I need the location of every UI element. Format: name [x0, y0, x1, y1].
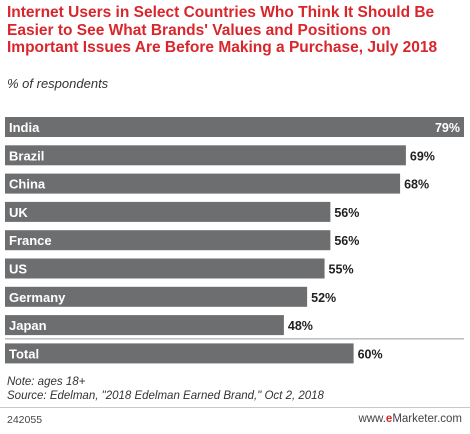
value-label-japan: 48%	[288, 319, 313, 333]
value-label-us: 55%	[329, 263, 354, 277]
bar-germany	[5, 286, 308, 307]
category-label-japan: Japan	[9, 318, 47, 333]
bar-uk	[5, 201, 331, 222]
value-label-france: 56%	[334, 234, 359, 248]
value-label-germany: 52%	[311, 291, 336, 305]
bar-brazil	[5, 145, 406, 166]
footer-divider	[0, 407, 470, 408]
value-label-brazil: 69%	[410, 149, 435, 163]
category-label-france: France	[9, 233, 52, 248]
value-label-india: 79%	[435, 121, 460, 135]
category-label-brazil: Brazil	[9, 148, 44, 163]
value-label-total: 60%	[358, 347, 383, 361]
category-label-total: Total	[9, 346, 39, 361]
chart-source: Source: Edelman, "2018 Edelman Earned Br…	[7, 390, 324, 402]
bar-total	[5, 343, 354, 364]
bar-us	[5, 258, 325, 279]
value-label-uk: 56%	[334, 206, 359, 220]
chart-note: Note: ages 18+	[7, 376, 86, 388]
brand-logo: www.eMarketer.com	[358, 413, 462, 425]
category-label-uk: UK	[9, 205, 28, 220]
value-label-china: 68%	[404, 178, 429, 192]
category-label-china: China	[9, 177, 46, 192]
category-label-germany: Germany	[9, 290, 66, 305]
bar-france	[5, 230, 331, 251]
chart-subtitle: % of respondents	[7, 76, 109, 91]
category-label-india: India	[9, 120, 40, 135]
chart-title: Internet Users in Select Countries Who T…	[7, 4, 438, 56]
bar-india	[5, 117, 464, 137]
chart-id: 242055	[7, 414, 43, 426]
bar-japan	[5, 315, 284, 336]
bar-china	[5, 173, 401, 194]
category-label-us: US	[9, 262, 27, 277]
